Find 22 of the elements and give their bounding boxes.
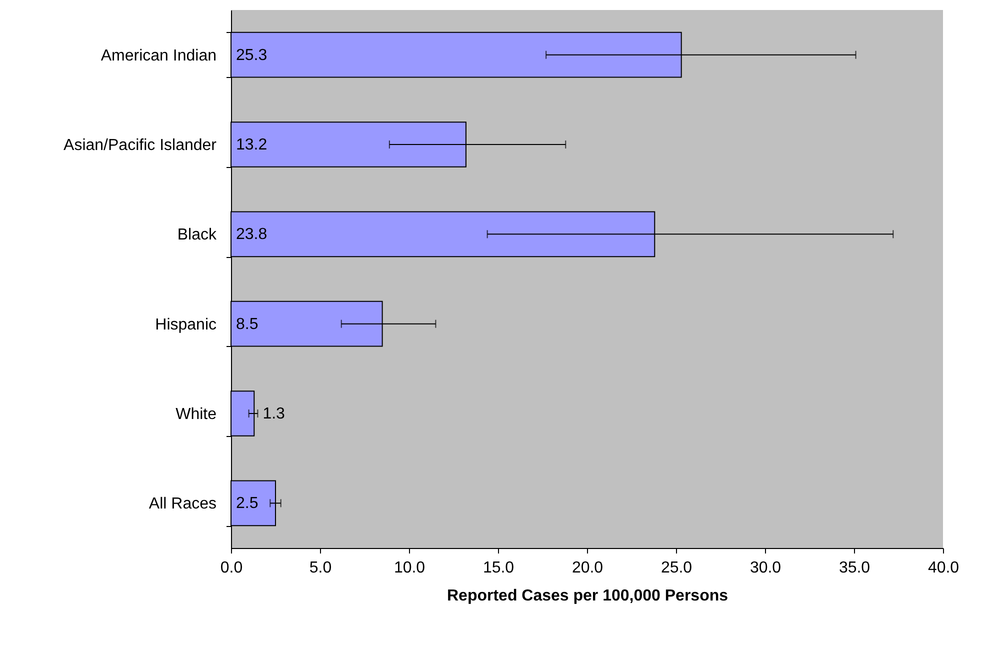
x-tick-label: 30.0 [750, 560, 782, 576]
data-label: 23.8 [236, 226, 268, 244]
y-tick-label: Asian/Pacific Islander [64, 137, 218, 154]
data-label: 2.5 [236, 495, 258, 512]
y-tick-label: American Indian [100, 47, 216, 64]
y-tick-label: Black [177, 226, 218, 244]
data-label: 1.3 [262, 406, 286, 422]
x-tick-label: 10.0 [394, 560, 426, 576]
x-axis-title: Reported Cases per 100,000 Persons [446, 588, 728, 604]
y-tick-label: White [176, 406, 217, 423]
x-tick-label: 25.0 [660, 560, 692, 576]
x-tick-label: 15.0 [482, 560, 514, 576]
data-label: 8.5 [236, 316, 258, 333]
x-tick-label: 5.0 [309, 560, 332, 576]
data-label: 25.3 [236, 46, 268, 64]
y-tick-label: Hispanic [155, 316, 216, 334]
y-tick-label: All Races [148, 496, 216, 513]
x-tick-label: 35.0 [838, 560, 870, 576]
x-tick-label: 0.0 [220, 560, 243, 576]
data-label: 13.2 [236, 136, 268, 154]
x-tick-label: 40.0 [928, 560, 960, 576]
x-tick-label: 20.0 [572, 560, 604, 576]
